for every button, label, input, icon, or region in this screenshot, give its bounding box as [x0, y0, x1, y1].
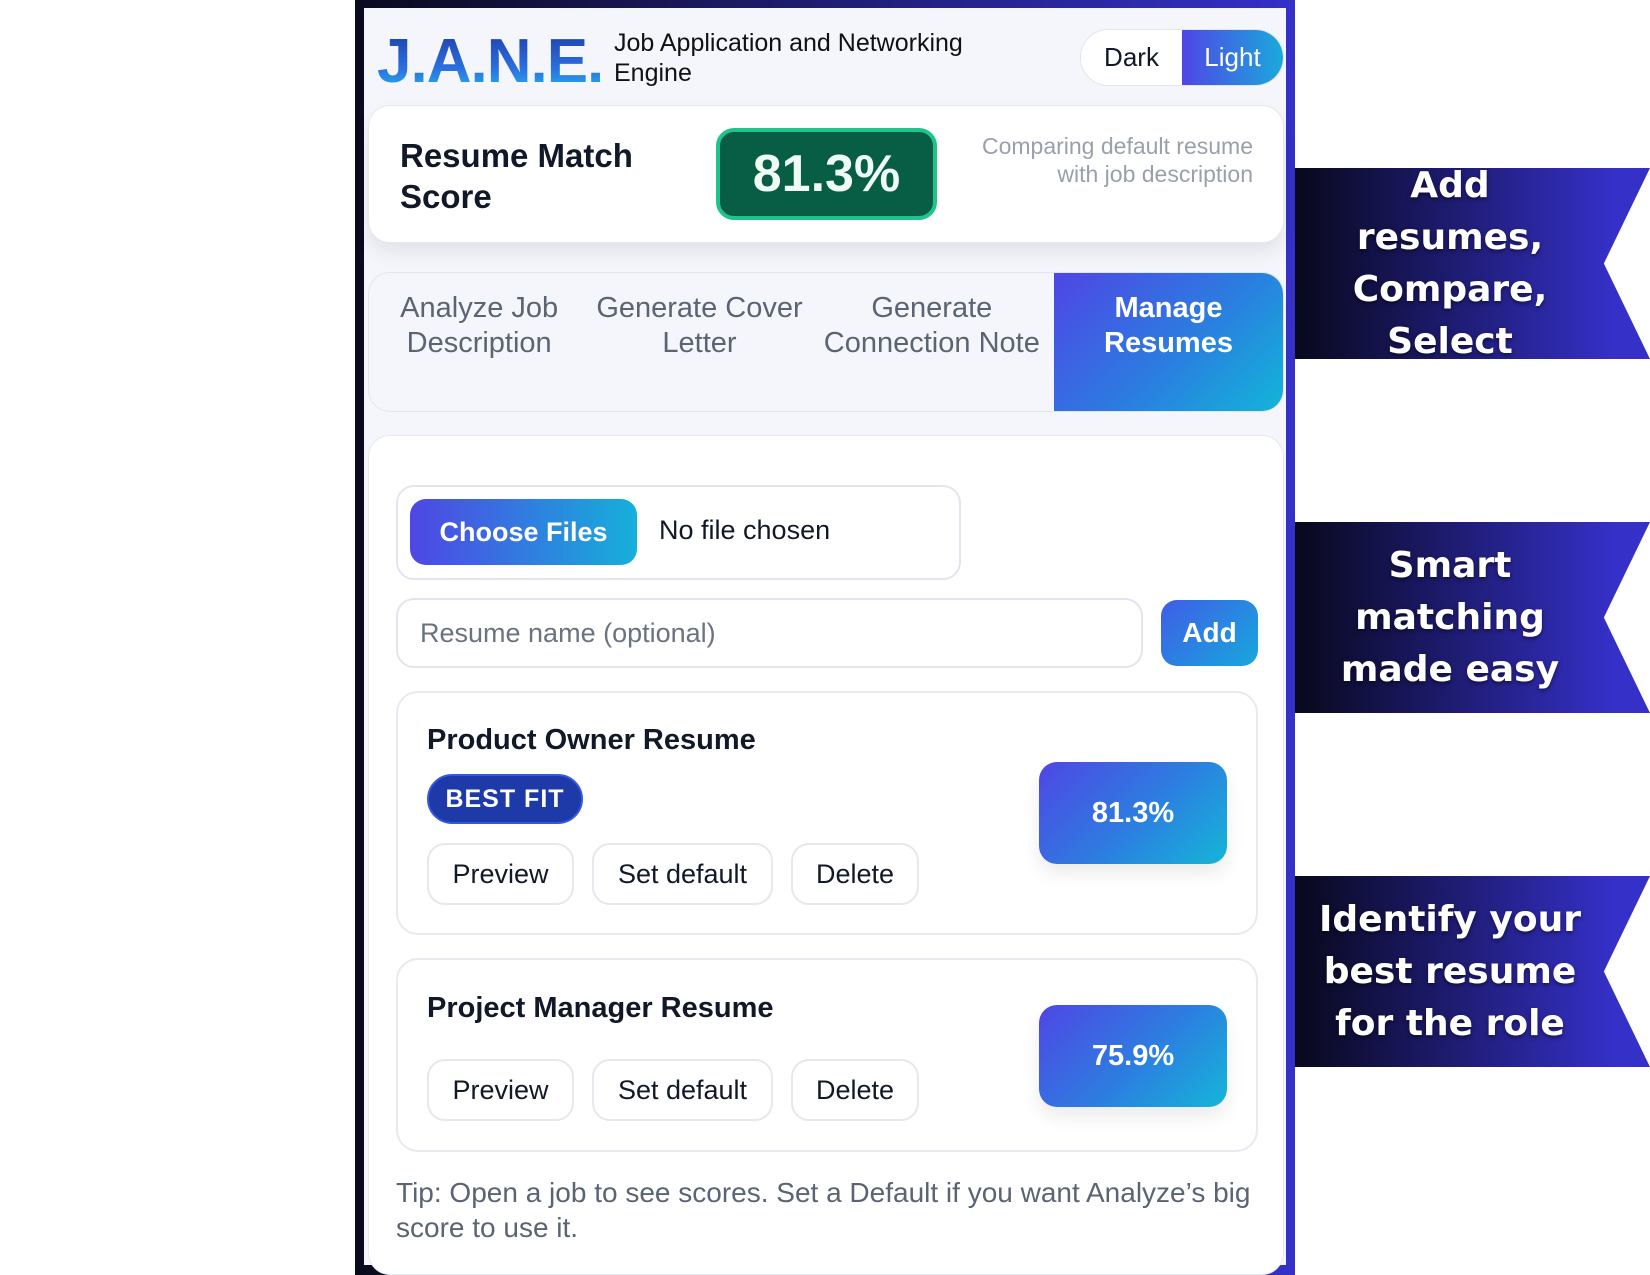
resume-score: 75.9%: [1039, 1005, 1227, 1107]
logo: J.A.N.E.: [377, 27, 604, 96]
tab-connection-note[interactable]: Generate Connection Note: [823, 292, 1040, 359]
theme-toggle[interactable]: Dark Light: [1080, 29, 1284, 86]
choose-files-button[interactable]: Choose Files: [410, 499, 637, 565]
tab-cover-letter[interactable]: Generate Cover Letter: [596, 292, 803, 359]
feature-banner: Smart matching made easy: [1295, 522, 1650, 713]
preview-button[interactable]: Preview: [427, 843, 574, 905]
set-default-button[interactable]: Set default: [592, 1059, 773, 1121]
theme-dark-option[interactable]: Dark: [1104, 42, 1159, 72]
file-status: No file chosen: [659, 515, 831, 545]
delete-button[interactable]: Delete: [791, 1059, 919, 1121]
tab-manage-resumes[interactable]: Manage Resumes: [1053, 273, 1283, 411]
resume-name-input[interactable]: [396, 598, 1143, 668]
preview-button[interactable]: Preview: [427, 1059, 574, 1121]
feature-banner: Add resumes, Compare, Select: [1295, 168, 1650, 359]
score-note: Comparing default resume with job descri…: [981, 133, 1253, 187]
tab-bar: Analyze Job Description Generate Cover L…: [368, 272, 1284, 412]
banner-text: Add resumes, Compare, Select: [1352, 164, 1548, 362]
resume-name: Project Manager Resume: [427, 992, 774, 1024]
banner-text: Identify your best resume for the role: [1318, 898, 1581, 1044]
app-subtitle: Job Application and Networking Engine: [614, 29, 963, 87]
tab-analyze-job[interactable]: Analyze Job Description: [400, 292, 559, 359]
best-fit-badge: BEST FIT: [427, 774, 583, 824]
resume-score: 81.3%: [1039, 762, 1227, 864]
score-badge: 81.3%: [716, 128, 937, 220]
tip-text: Tip: Open a job to see scores. Set a Def…: [396, 1177, 1251, 1243]
set-default-button[interactable]: Set default: [592, 843, 773, 905]
delete-button[interactable]: Delete: [791, 843, 919, 905]
add-resume-button[interactable]: Add: [1161, 600, 1258, 666]
score-title: Resume Match Score: [400, 137, 633, 215]
banner-text: Smart matching made easy: [1340, 544, 1560, 690]
resume-name: Product Owner Resume: [427, 724, 756, 756]
theme-light-option[interactable]: Light: [1182, 30, 1283, 85]
feature-banner: Identify your best resume for the role: [1295, 876, 1650, 1067]
